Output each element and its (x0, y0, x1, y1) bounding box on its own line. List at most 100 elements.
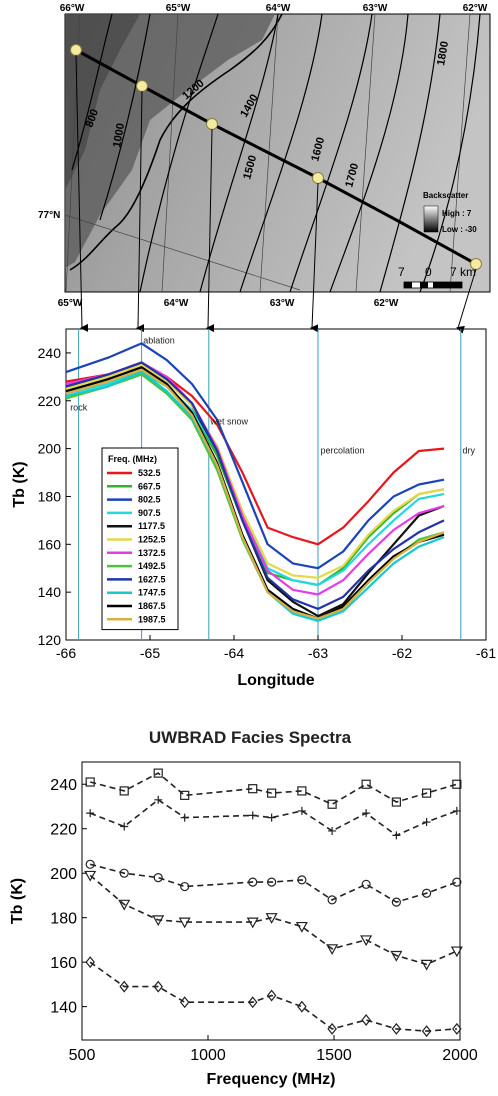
chart2-series (84, 768, 463, 1038)
chart1-x-ticks: -66 -65 -64 -63 -62 -61 (56, 635, 496, 661)
marker-diamond (327, 1022, 337, 1035)
marker-diamond (179, 996, 190, 1009)
legend-entry: 1252.5 (138, 535, 166, 545)
marker-square (452, 779, 462, 789)
scale-label-center: 0 (425, 265, 432, 279)
spectra-chart: UWBRAD Facies Spectra 500 1000 1500 2000 14… (9, 728, 478, 1088)
scale-bar (403, 281, 463, 289)
map-top-label: 64°W (266, 3, 291, 14)
marker-triangle-down (390, 950, 403, 962)
y-tick-label: 180 (50, 911, 77, 928)
marker-plus (328, 826, 337, 835)
legend-entry: 1372.5 (138, 548, 166, 558)
marker-circle (248, 877, 258, 887)
contours (71, 13, 481, 293)
backscatter-low: Low : -30 (442, 225, 477, 234)
contour-label-1000: 1000 (111, 122, 127, 148)
zone-label: wet snow (209, 417, 248, 427)
marker-plus (267, 813, 276, 822)
legend-entry: 1867.5 (138, 601, 166, 611)
spectra-line-circle (89, 863, 458, 903)
flight-track (75, 48, 477, 266)
legend-entry: 907.5 (138, 508, 161, 518)
marker-triangle-down (118, 899, 131, 911)
legend-entry: 1747.5 (138, 588, 166, 598)
y-tick-label: 220 (38, 393, 62, 409)
contour-label-1800: 1800 (435, 40, 451, 66)
map-bottom-label: 64°W (164, 298, 189, 309)
series-line-802.5 (65, 342, 445, 570)
marker-diamond (391, 1022, 402, 1035)
x-tick-label: -61 (476, 645, 496, 661)
x-tick-label: -66 (56, 645, 76, 661)
x-tick-label: -63 (308, 645, 328, 661)
backscatter-map: 800 1000 1200 1400 1500 1600 1700 1800 B… (38, 3, 491, 334)
marker-plus (452, 806, 461, 815)
map-top-label: 66°W (60, 3, 85, 14)
chart2-title: UWBRAD Facies Spectra (149, 728, 352, 747)
marker-diamond (85, 956, 95, 969)
spectra-line-plus (89, 798, 458, 837)
marker-plus (154, 795, 163, 804)
marker-circle (153, 873, 163, 883)
marker-diamond (247, 996, 258, 1009)
legend-entry: 802.5 (138, 495, 161, 505)
legend-entry: 1492.5 (138, 561, 166, 571)
legend-entry: 667.5 (138, 481, 161, 491)
marker-triangle-down (450, 946, 463, 958)
scale-label-right: 7 km (450, 265, 476, 279)
track-point (70, 44, 82, 56)
map-top-label: 63°W (363, 3, 388, 14)
marker-square (153, 768, 163, 778)
series-line-1627.5 (65, 361, 445, 611)
backscatter-title: Backscatter (423, 191, 468, 200)
zone-label: percolation (321, 445, 365, 455)
scale-label-left: 7 (398, 265, 405, 279)
marker-circle (391, 897, 401, 907)
chart1-x-label: Longitude (237, 672, 314, 689)
coastline (69, 13, 283, 271)
marker-circle (180, 881, 190, 892)
chart1-frame (65, 328, 487, 641)
chart1-y-ticks: 120 140 160 180 200 220 240 (38, 345, 71, 648)
marker-triangle-down (152, 915, 165, 927)
y-tick-label: 160 (50, 955, 77, 972)
marker-triangle-down (265, 913, 278, 924)
x-tick-label: -64 (224, 645, 244, 661)
marker-plus (180, 813, 189, 822)
marker-square (391, 797, 401, 807)
marker-plus (392, 831, 401, 840)
marker-triangle-down (360, 935, 373, 947)
spectra-line-triangle-down (89, 874, 458, 966)
marker-triangle-down (246, 917, 259, 929)
chart2-x-ticks: 500 1000 1500 2000 (69, 1035, 478, 1064)
legend-title: Freq. (MHz) (108, 454, 157, 464)
marker-square (85, 777, 95, 787)
marker-diamond (361, 1014, 371, 1026)
marker-plus (362, 809, 371, 818)
backscatter-high: High : 7 (442, 209, 472, 218)
chart1-legend: Freq. (MHz) 532.5 667.5 802.5 907.5 1177.5 12… (101, 447, 179, 631)
y-tick-label: 180 (38, 488, 62, 504)
series-line-1987.5 (65, 368, 445, 620)
marker-diamond (119, 980, 129, 993)
track-point (312, 172, 324, 184)
marker-square (119, 786, 129, 796)
chart1-series (65, 342, 445, 623)
rock-region (65, 14, 275, 268)
chart2-frame (81, 761, 461, 1041)
marker-square (248, 784, 258, 794)
track-points (70, 44, 482, 270)
chart2-y-label: Tb (K) (9, 878, 26, 924)
marker-plus (422, 818, 431, 827)
zone-label: ablation (143, 335, 175, 345)
marker-circle (452, 877, 462, 887)
map-bottom-label: 63°W (270, 298, 295, 309)
dark-rock-region (65, 14, 140, 190)
marker-plus (248, 811, 257, 820)
marker-square (422, 788, 432, 798)
chart1-y-label: Tb (K) (11, 461, 28, 507)
marker-circle (119, 868, 129, 878)
marker-plus (120, 822, 129, 831)
